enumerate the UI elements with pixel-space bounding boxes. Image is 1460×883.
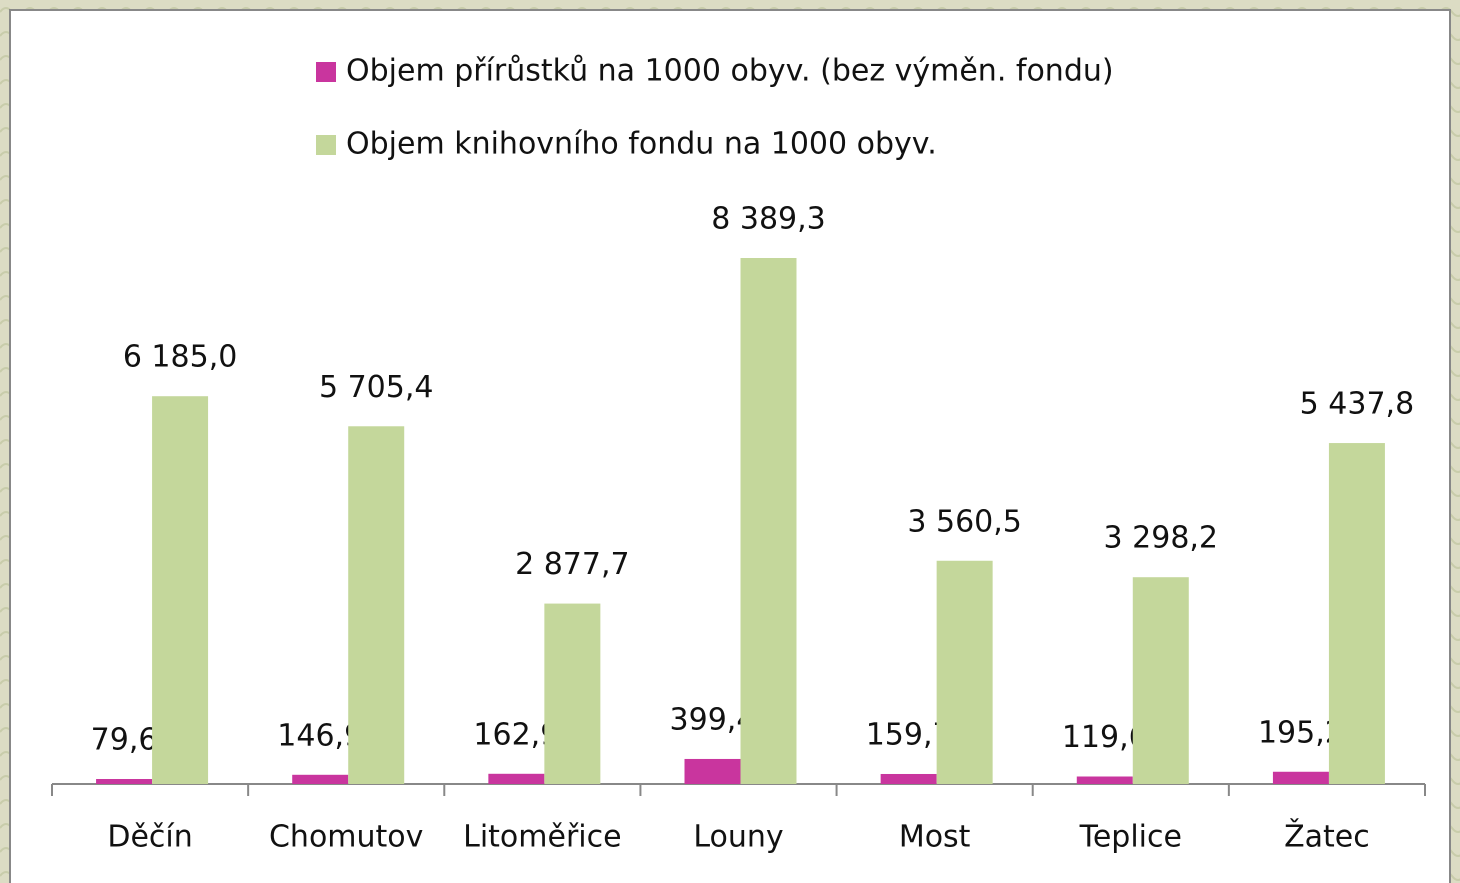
x-tick-label: Teplice	[1079, 820, 1182, 855]
data-label: 3 298,2	[1104, 521, 1219, 556]
legend-label: Objem přírůstků na 1000 obyv. (bez výměn…	[346, 54, 1114, 89]
bar	[488, 773, 545, 784]
bar	[348, 426, 405, 784]
data-label: 79,6	[91, 723, 158, 758]
bar	[1076, 776, 1133, 784]
data-label: 6 185,0	[123, 340, 238, 375]
x-tick-label: Louny	[693, 820, 783, 855]
bar	[684, 758, 741, 784]
data-label: 2 877,7	[515, 547, 630, 582]
x-tick-label: Litoměřice	[463, 820, 621, 855]
bar	[1272, 771, 1329, 784]
data-label: 8 389,3	[711, 202, 826, 237]
data-label: 5 705,4	[319, 370, 434, 405]
bar	[152, 396, 209, 784]
bar	[544, 603, 601, 784]
legend-swatch	[316, 62, 336, 82]
x-tick-label: Chomutov	[269, 820, 423, 855]
legend-label: Objem knihovního fondu na 1000 obyv.	[346, 127, 937, 162]
data-label: 3 560,5	[907, 504, 1022, 539]
bar	[292, 774, 349, 784]
bar	[740, 258, 797, 784]
bar	[936, 560, 993, 784]
bar	[1132, 577, 1189, 784]
data-label: 5 437,8	[1300, 387, 1415, 422]
bar	[96, 779, 153, 784]
legend-swatch	[316, 135, 336, 155]
panel	[9, 9, 1451, 883]
bar	[880, 773, 937, 784]
x-tick-label: Žatec	[1284, 819, 1370, 855]
bar	[1328, 443, 1385, 784]
x-tick-label: Most	[899, 820, 971, 855]
x-tick-label: Děčín	[107, 820, 192, 855]
